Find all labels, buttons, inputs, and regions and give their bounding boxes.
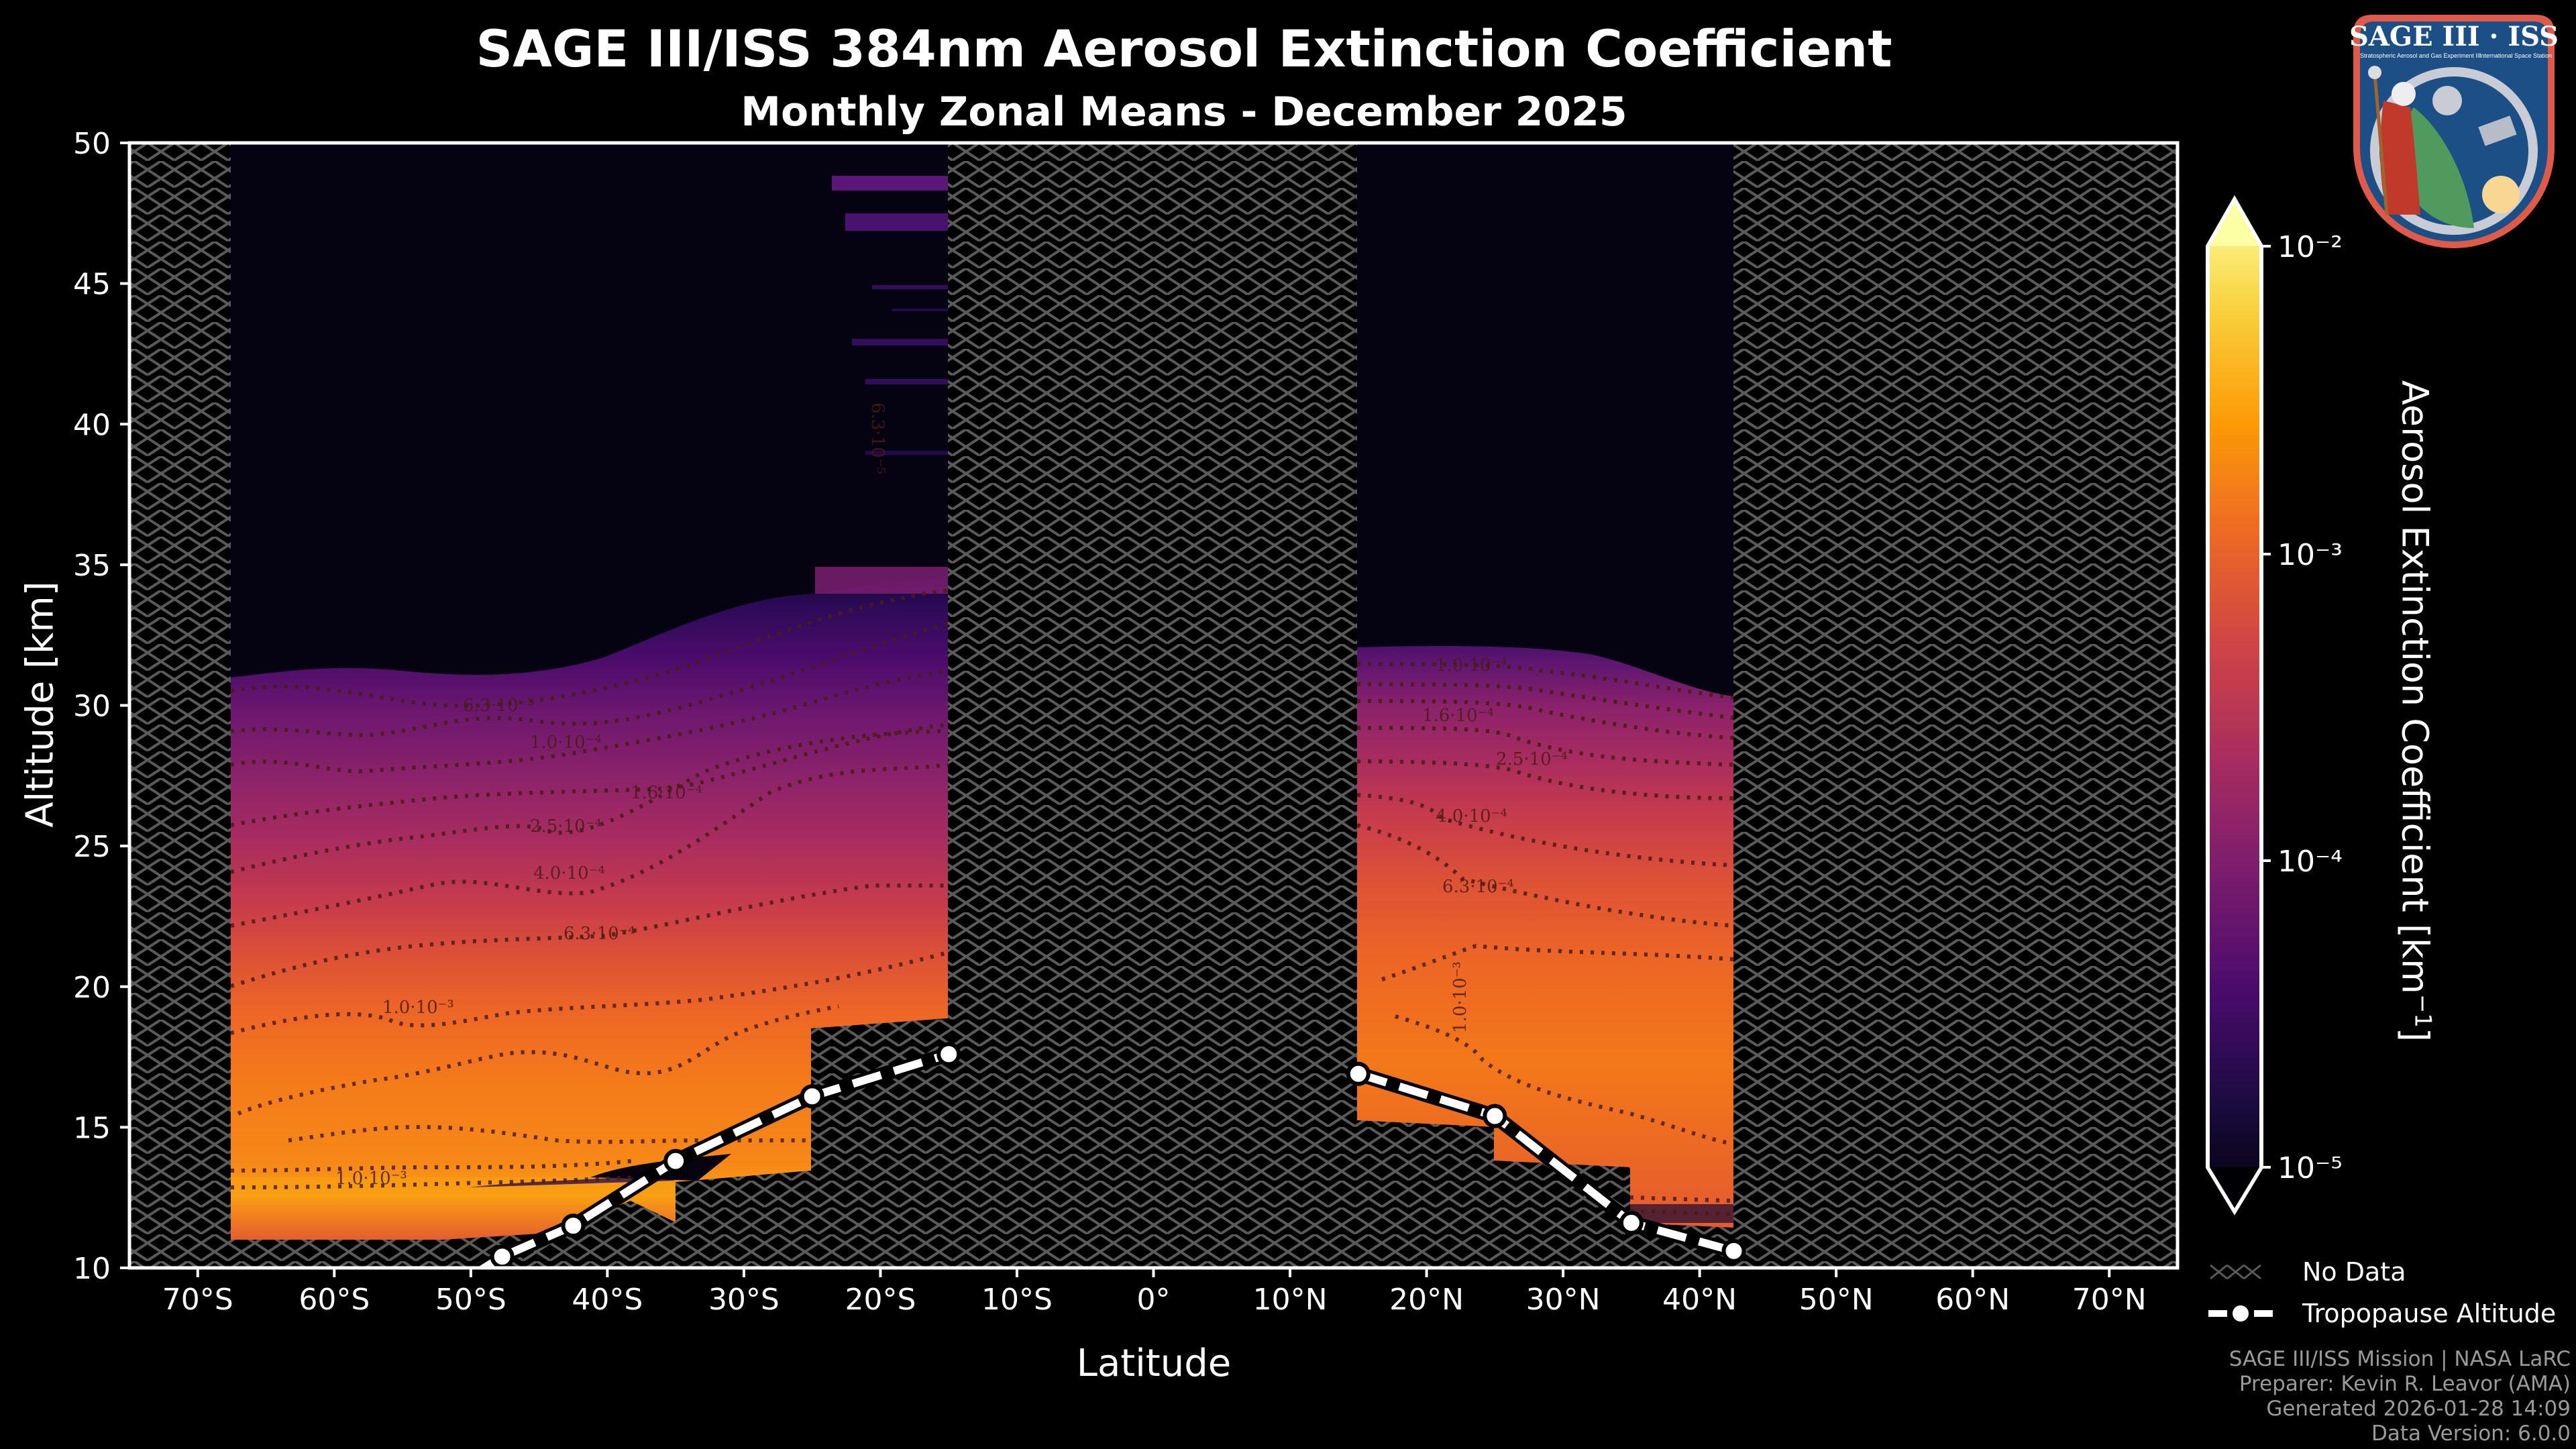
colorbar-tick-label: 10⁻³ xyxy=(2277,538,2343,572)
contour-labels: 6.3·10⁻⁵ 1.0·10⁻⁴ 1.6·10⁻⁴ 2.5·10⁻⁴ 4.0·… xyxy=(335,402,1568,1189)
y-tick-label: 10 xyxy=(73,1252,111,1286)
tropopause-marker xyxy=(490,1244,515,1268)
tropopause-marker xyxy=(800,1084,824,1109)
legend-item-tropopause: Tropopause Altitude xyxy=(2207,1293,2556,1334)
svg-text:Stratospheric Aerosol and Gas: Stratospheric Aerosol and Gas Experiment… xyxy=(2360,52,2481,59)
tropopause-marker xyxy=(1721,1238,1746,1263)
contour-lines xyxy=(230,588,1734,1216)
y-axis: 10 15 20 25 30 35 40 45 50 xyxy=(73,127,129,1286)
tropopause-marker xyxy=(936,1042,961,1067)
svg-text:1.6·10⁻⁴: 1.6·10⁻⁴ xyxy=(631,783,702,803)
credits: SAGE III/ISS Mission | NASA LaRC Prepare… xyxy=(2229,1347,2571,1446)
svg-text:6.3·10⁻⁴: 6.3·10⁻⁴ xyxy=(564,924,635,944)
chart-title: SAGE III/ISS 384nm Aerosol Extinction Co… xyxy=(476,19,1892,78)
x-tick-label: 40°N xyxy=(1662,1283,1737,1317)
tropopause-marker xyxy=(561,1214,586,1238)
colorbar-label: Aerosol Extinction Coefficient [km−1] xyxy=(2394,380,2436,1042)
svg-text:1.0·10⁻³: 1.0·10⁻³ xyxy=(382,998,454,1018)
nh-upper-mask xyxy=(1357,143,1733,696)
y-axis-label: Altitude [km] xyxy=(18,581,62,828)
tropopause-marker xyxy=(1346,1061,1371,1086)
svg-text:1.0·10⁻⁴: 1.0·10⁻⁴ xyxy=(1436,655,1507,676)
chart-subtitle: Monthly Zonal Means - December 2025 xyxy=(741,89,1627,136)
svg-text:6.3·10⁻⁵: 6.3·10⁻⁵ xyxy=(867,402,888,474)
colorbar: 10⁻² 10⁻³ 10⁻⁴ 10⁻⁵ xyxy=(2206,195,2343,1216)
svg-text:2.5·10⁻⁴: 2.5·10⁻⁴ xyxy=(1496,749,1568,769)
svg-text:1.0·10⁻³: 1.0·10⁻³ xyxy=(1450,961,1470,1033)
hatch-icon xyxy=(2210,1264,2261,1280)
x-tick-label: 70°S xyxy=(162,1283,233,1317)
y-tick-label: 45 xyxy=(73,268,111,302)
tropopause-line xyxy=(470,1042,1746,1268)
y-tick-label: 40 xyxy=(73,408,111,442)
x-tick-label: 10°N xyxy=(1253,1283,1328,1317)
sh-upper-mask xyxy=(231,143,948,678)
svg-text:1.6·10⁻⁴: 1.6·10⁻⁴ xyxy=(1422,706,1494,726)
x-tick-label: 50°N xyxy=(1799,1283,1874,1317)
tropopause-marker xyxy=(663,1148,688,1173)
svg-text:6.3·10⁻⁵: 6.3·10⁻⁵ xyxy=(463,696,535,716)
x-tick-label: 50°S xyxy=(435,1283,506,1317)
svg-text:1.0·10⁻³: 1.0·10⁻³ xyxy=(335,1169,407,1189)
svg-text:1.0·10⁻⁴: 1.0·10⁻⁴ xyxy=(530,733,602,753)
dashed-line-circle-icon xyxy=(2208,1305,2273,1322)
y-tick-label: 20 xyxy=(73,971,111,1005)
svg-text:6.3·10⁻⁴: 6.3·10⁻⁴ xyxy=(1442,877,1514,897)
credit-mission: SAGE III/ISS Mission | NASA LaRC xyxy=(2229,1347,2571,1371)
colorbar-tick-label: 10⁻² xyxy=(2277,230,2343,264)
legend-item-no-data: No Data xyxy=(2207,1251,2556,1293)
upper-streaks xyxy=(815,176,948,594)
x-tick-label: 20°S xyxy=(845,1283,916,1317)
x-tick-label: 70°N xyxy=(2072,1283,2147,1317)
x-axis: 70°S 60°S 50°S 40°S 30°S 20°S 10°S 0° 10°N 20°N 30… xyxy=(162,1268,2147,1317)
x-tick-label: 30°S xyxy=(708,1283,780,1317)
y-tick-label: 35 xyxy=(73,549,111,583)
x-tick-label: 60°S xyxy=(299,1283,370,1317)
colorbar-tick-label: 10⁻⁴ xyxy=(2277,845,2343,879)
x-tick-label: 40°S xyxy=(572,1283,643,1317)
y-tick-label: 15 xyxy=(73,1111,111,1145)
legend: No Data Tropopause Altitude xyxy=(2207,1251,2556,1334)
colorbar-tick-label: 10⁻⁵ xyxy=(2277,1151,2343,1185)
svg-text:4.0·10⁻⁴: 4.0·10⁻⁴ xyxy=(1436,806,1507,826)
x-tick-label: 0° xyxy=(1137,1283,1171,1317)
y-tick-label: 30 xyxy=(73,690,111,724)
y-tick-label: 25 xyxy=(73,830,111,864)
svg-text:2.5·10⁻⁴: 2.5·10⁻⁴ xyxy=(530,816,602,837)
svg-text:4.0·10⁻⁴: 4.0·10⁻⁴ xyxy=(533,863,605,883)
tropopause-marker xyxy=(1483,1104,1507,1128)
x-tick-label: 10°S xyxy=(981,1283,1053,1317)
tropopause-marker xyxy=(1619,1210,1644,1235)
x-tick-label: 60°N xyxy=(1935,1283,2010,1317)
y-tick-label: 50 xyxy=(73,127,111,161)
x-axis-label: Latitude xyxy=(1076,1342,1232,1385)
credit-generated: Generated 2026-01-28 14:09 xyxy=(2266,1397,2571,1421)
svg-text:International Space Station: International Space Station xyxy=(2479,52,2552,59)
sage-iii-iss-mission-logo: SAGE III · ISS Stratospheric Aerosol and… xyxy=(2349,15,2559,248)
x-tick-label: 30°N xyxy=(1526,1283,1601,1317)
x-tick-label: 20°N xyxy=(1389,1283,1464,1317)
credit-data-version: Data Version: 6.0.0 xyxy=(2371,1421,2571,1446)
svg-text:SAGE III · ISS: SAGE III · ISS xyxy=(2349,21,2559,52)
credit-preparer: Preparer: Kevin R. Leavor (AMA) xyxy=(2239,1372,2571,1396)
